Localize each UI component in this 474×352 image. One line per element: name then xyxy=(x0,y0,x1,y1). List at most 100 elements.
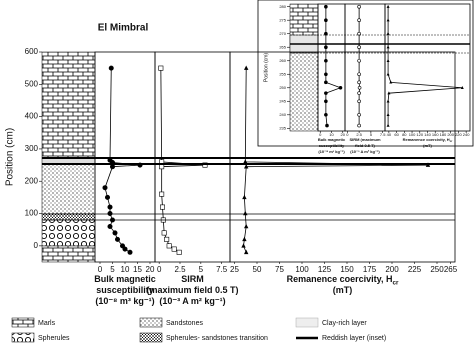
x-axis-label: Remanence coercivity, Hcr xyxy=(403,137,454,143)
x-axis-label: susceptibility xyxy=(96,285,154,295)
data-point xyxy=(115,237,119,241)
x-axis-label: Bulk magnetic xyxy=(318,137,346,142)
y-axis-label: Position (cm) xyxy=(263,53,269,83)
data-point xyxy=(324,5,327,8)
y-tick-label: 260 xyxy=(279,58,286,63)
x-tick-label: 25 xyxy=(230,265,239,274)
x-axis-label: (mT) xyxy=(423,143,432,148)
data-point xyxy=(324,92,327,95)
x-tick-label: 175 xyxy=(363,265,377,274)
y-tick-label: 265 xyxy=(279,44,286,49)
y-tick-label: 100 xyxy=(25,209,39,218)
legend-label: Spherules- sandstones transition xyxy=(166,335,268,342)
x-tick-label: 220 xyxy=(455,132,462,137)
data-point xyxy=(324,81,327,84)
x-tick-label: 265 xyxy=(444,265,458,274)
x-tick-label: 7.5 xyxy=(216,265,228,274)
legend-label: Sandstones xyxy=(166,320,203,327)
x-tick-label: 200 xyxy=(385,265,399,274)
x-tick-label: 5 xyxy=(110,265,115,274)
x-tick-label: 125 xyxy=(318,265,332,274)
x-axis-label-subscript: cr xyxy=(392,279,399,286)
y-tick-label: 240 xyxy=(279,112,286,117)
x-axis-label: (10⁻³ A m² kg⁻¹) xyxy=(350,149,380,154)
data-point xyxy=(358,124,361,127)
legend-label: Spherules xyxy=(38,335,70,342)
data-point xyxy=(105,195,109,199)
data-point xyxy=(244,66,248,70)
data-point xyxy=(358,86,361,89)
data-line xyxy=(161,68,205,252)
x-tick-label: 150 xyxy=(340,265,354,274)
data-point xyxy=(108,224,112,228)
x-tick-label: 250 xyxy=(430,265,444,274)
data-point xyxy=(167,244,171,248)
x-tick-label: 0 xyxy=(98,265,103,274)
x-tick-label: 75 xyxy=(275,265,284,274)
chart-title: El Mimbral xyxy=(98,23,149,34)
x-tick-label: 7.5 xyxy=(380,132,386,137)
y-tick-label: 275 xyxy=(279,17,286,22)
x-tick-label: 15 xyxy=(133,265,142,274)
data-point xyxy=(162,231,166,235)
y-tick-label: 200 xyxy=(25,176,39,185)
x-axis-label: (maximum field 0.5 T) xyxy=(146,285,238,295)
data-point xyxy=(160,205,164,209)
data-point xyxy=(326,124,329,127)
x-tick-label: 50 xyxy=(253,265,262,274)
x-tick-label: 60 xyxy=(394,132,399,137)
legend-label: Marls xyxy=(38,320,56,327)
x-axis-label: Bulk magnetic xyxy=(94,274,156,284)
data-point xyxy=(128,250,132,254)
data-point xyxy=(164,237,168,241)
data-point xyxy=(244,224,248,228)
data-point xyxy=(108,205,112,209)
x-axis-label: field 0.5 T) xyxy=(355,143,375,148)
y-axis-label: Position (cm) xyxy=(5,128,16,186)
x-tick-label: 0 xyxy=(157,265,162,274)
inset-lithology-column xyxy=(290,4,318,131)
data-point xyxy=(358,59,361,62)
data-point xyxy=(110,164,114,168)
legend-label: Reddish layer (inset) xyxy=(322,335,386,342)
data-point xyxy=(177,250,181,254)
data-point xyxy=(172,247,176,251)
data-point xyxy=(159,66,163,70)
data-point xyxy=(339,86,342,89)
x-axis-label: susceptibility xyxy=(319,143,345,148)
x-axis-label: (mT) xyxy=(333,285,353,295)
data-point xyxy=(358,19,361,22)
data-point xyxy=(159,164,163,168)
x-tick-label: 40 xyxy=(387,132,392,137)
data-point xyxy=(159,192,163,196)
y-tick-label: 245 xyxy=(279,98,286,103)
x-axis-label: SIRM xyxy=(181,274,204,284)
data-point xyxy=(324,100,327,103)
data-point xyxy=(358,46,361,49)
y-tick-label: 300 xyxy=(25,144,39,153)
y-tick-label: 255 xyxy=(279,71,286,76)
data-point xyxy=(324,113,327,116)
legend-label: Clay-rich layer xyxy=(322,320,367,327)
x-axis-label: SIRM (maximum xyxy=(349,137,381,142)
data-point xyxy=(358,73,361,76)
data-point xyxy=(242,195,246,199)
x-tick-label: 20 xyxy=(146,265,155,274)
y-tick-label: 270 xyxy=(279,31,286,36)
y-tick-label: 400 xyxy=(25,112,39,121)
data-point xyxy=(241,243,245,247)
x-tick-label: 225 xyxy=(408,265,422,274)
y-tick-label: 0 xyxy=(34,241,39,250)
data-point xyxy=(324,46,327,49)
y-tick-label: 235 xyxy=(279,125,286,130)
data-point xyxy=(324,59,327,62)
data-point xyxy=(358,100,361,103)
x-tick-label: 10 xyxy=(121,265,130,274)
data-point xyxy=(358,5,361,8)
x-axis-label: (10⁻³ A m² kg⁻¹) xyxy=(159,296,225,306)
data-point xyxy=(242,237,246,241)
data-point xyxy=(324,19,327,22)
data-point xyxy=(243,159,247,163)
y-tick-label: 600 xyxy=(25,47,39,56)
data-point xyxy=(108,211,112,215)
